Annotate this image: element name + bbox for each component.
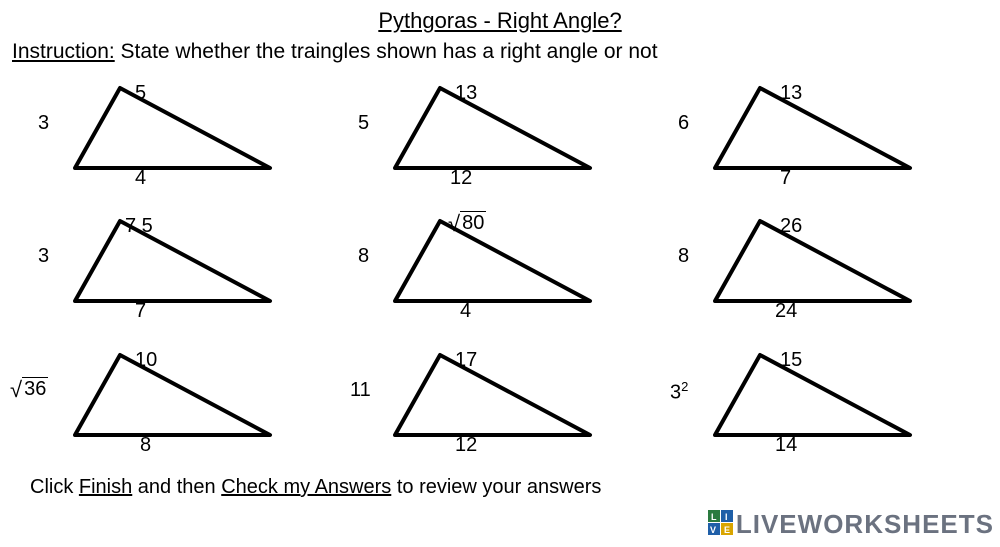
side-label: 26 <box>780 215 802 238</box>
svg-text:E: E <box>724 525 731 535</box>
side-label: 6 <box>678 112 689 135</box>
triangle-cell: √36108 <box>20 339 340 472</box>
side-label: 12 <box>455 434 477 457</box>
footer-pre: Click <box>30 476 79 498</box>
watermark: L I V E LIVEWORKSHEETS <box>708 509 994 543</box>
triangle-icon <box>375 213 605 313</box>
triangle-icon <box>695 347 925 447</box>
instruction-label: Instruction: <box>12 40 115 63</box>
triangle-icon <box>695 80 925 180</box>
instruction-body: State whether the traingles shown has a … <box>115 40 658 63</box>
side-label: 8 <box>140 434 151 457</box>
side-label: 17 <box>455 349 477 372</box>
triangle-cell: 37.57 <box>20 205 340 338</box>
side-label: 3 <box>38 112 49 135</box>
side-label: 4 <box>460 300 471 323</box>
check-answers-link[interactable]: Check my Answers <box>221 476 391 498</box>
triangle-cell: 8 √80 4 <box>340 205 660 338</box>
triangle-grid: 35451312613737.578√80482624√361081117123… <box>20 72 980 472</box>
triangle-cell: 8 26 24 <box>660 205 980 338</box>
svg-text:V: V <box>710 525 717 535</box>
triangle-icon <box>375 347 605 447</box>
triangle-icon <box>695 213 925 313</box>
side-label: 7 <box>780 167 791 190</box>
watermark-text: LIVEWORKSHEETS <box>736 509 994 539</box>
side-label: 7.5 <box>125 215 153 238</box>
triangle-icon <box>55 347 285 447</box>
side-label: 4 <box>135 167 146 190</box>
side-label: 5 <box>358 112 369 135</box>
side-label: 5 <box>135 82 146 105</box>
page-title: Pythgoras - Right Angle? <box>0 8 1000 34</box>
side-label: 13 <box>780 82 802 105</box>
side-label: 3 <box>38 245 49 268</box>
side-label: √80 <box>448 211 486 237</box>
side-label: 10 <box>135 349 157 372</box>
side-label: 14 <box>775 434 797 457</box>
instruction-text: Instruction: State whether the traingles… <box>12 40 1000 64</box>
liveworksheets-icon: L I V E <box>708 510 734 543</box>
triangle-icon <box>375 80 605 180</box>
side-label: 32 <box>670 379 688 405</box>
side-label: 7 <box>135 300 146 323</box>
triangle-cell: 6 13 7 <box>660 72 980 205</box>
svg-text:L: L <box>711 512 718 522</box>
side-label: √36 <box>10 377 48 403</box>
side-label: 12 <box>450 167 472 190</box>
side-label: 24 <box>775 300 797 323</box>
triangle-cell: 5 13 12 <box>340 72 660 205</box>
side-label: 8 <box>358 245 369 268</box>
triangle-cell: 32 15 14 <box>660 339 980 472</box>
footer-mid: and then <box>132 476 221 498</box>
side-label: 11 <box>350 379 371 402</box>
side-label: 13 <box>455 82 477 105</box>
triangle-icon <box>55 80 285 180</box>
svg-text:I: I <box>725 512 729 522</box>
triangle-cell: 11 17 12 <box>340 339 660 472</box>
finish-link[interactable]: Finish <box>79 476 132 498</box>
footer-post: to review your answers <box>391 476 601 498</box>
triangle-icon <box>55 213 285 313</box>
side-label: 15 <box>780 349 802 372</box>
footer-text: Click Finish and then Check my Answers t… <box>30 476 1000 499</box>
triangle-cell: 3 5 4 <box>20 72 340 205</box>
side-label: 8 <box>678 245 689 268</box>
